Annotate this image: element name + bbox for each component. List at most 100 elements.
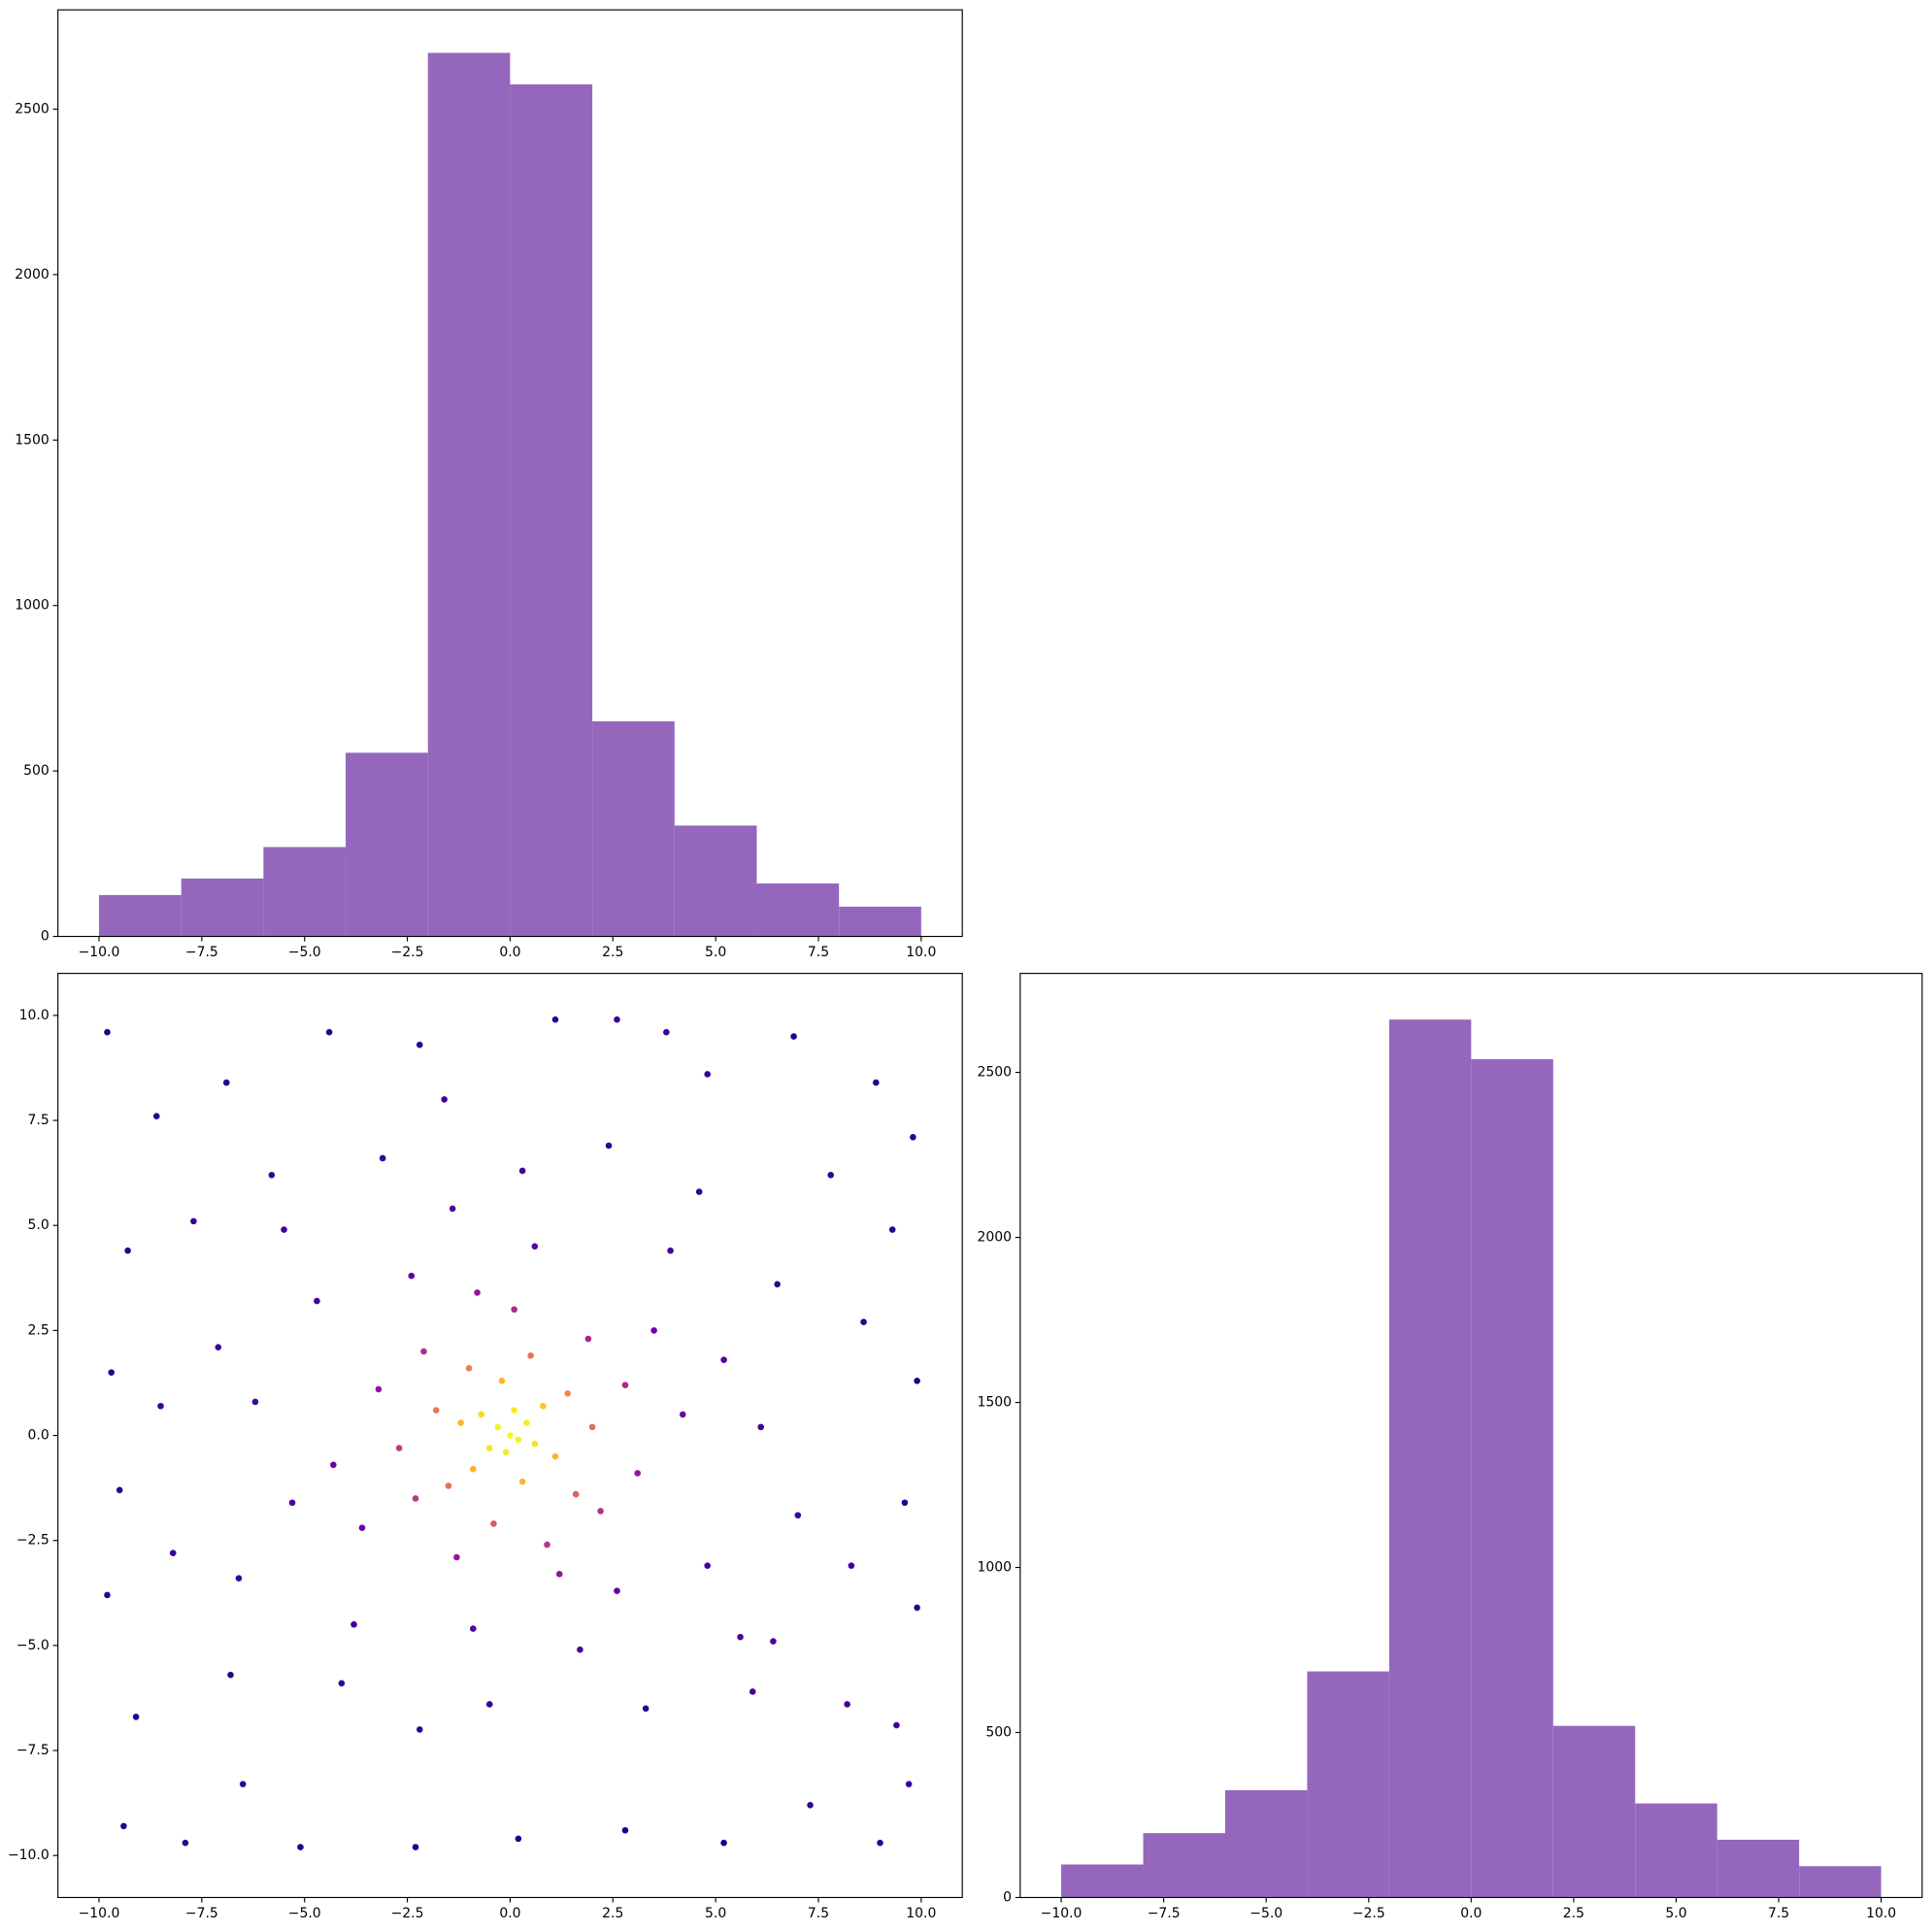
scatter-point <box>564 1389 572 1397</box>
histogram-bar <box>756 883 840 937</box>
scatter-point <box>408 1272 416 1280</box>
scatter-point <box>663 1028 670 1036</box>
x-tick-label: 10.0 <box>906 1906 936 1921</box>
scatter-point <box>124 1247 131 1254</box>
scatter-point <box>888 1226 896 1233</box>
scatter-point <box>523 1419 530 1426</box>
histogram-bar <box>181 878 264 937</box>
histogram-bar <box>839 906 921 937</box>
x-tick-label: −5.0 <box>288 945 321 960</box>
scatter-point <box>441 1096 448 1103</box>
histogram-bar <box>1552 1725 1636 1898</box>
x-tick-label: −10.0 <box>79 1906 120 1921</box>
histogram-bar <box>1799 1866 1882 1898</box>
scatter-point <box>527 1352 534 1359</box>
scatter-point <box>478 1411 485 1418</box>
scatter-point <box>518 1478 526 1485</box>
scatter-point <box>297 1844 304 1850</box>
scatter-point <box>515 1436 522 1444</box>
scatter-point <box>614 1016 620 1023</box>
histogram-bar <box>427 52 511 937</box>
x-tick-label: −7.5 <box>1148 1906 1181 1921</box>
scatter-point <box>551 1452 559 1460</box>
scatter-point <box>416 1726 423 1733</box>
scatter-point <box>757 1423 765 1431</box>
scatter-point <box>827 1171 834 1179</box>
y-tick-label: −2.5 <box>17 1533 50 1549</box>
x-tick-label: 2.5 <box>1563 1906 1584 1921</box>
scatter-point <box>914 1377 920 1384</box>
scatter-point <box>330 1461 337 1469</box>
x-tick-label: 0.0 <box>1460 1906 1482 1921</box>
scatter-point <box>531 1440 539 1448</box>
histogram-bar <box>1471 1059 1553 1898</box>
scatter-point <box>215 1344 222 1350</box>
x-tick-label: 5.0 <box>1665 1906 1686 1921</box>
scatter-point <box>474 1289 481 1296</box>
scatter-point <box>465 1365 473 1372</box>
scatter-point <box>774 1281 781 1288</box>
scatter-point <box>490 1520 497 1527</box>
histogram-bar <box>592 720 675 937</box>
histogram-bar <box>263 847 347 937</box>
scatter-point <box>544 1541 550 1549</box>
scatter-point <box>704 1562 711 1569</box>
scatter-point <box>704 1071 711 1078</box>
y-tick-label: 0 <box>1003 1889 1012 1905</box>
scatter-point <box>325 1028 333 1036</box>
scatter-point <box>848 1562 855 1569</box>
scatter-point <box>877 1839 883 1847</box>
y-tick-label: 2000 <box>977 1230 1012 1246</box>
scatter-point <box>116 1486 123 1494</box>
scatter-point <box>375 1385 383 1393</box>
scatter-point <box>379 1154 386 1162</box>
histogram-bar <box>1061 1864 1144 1898</box>
scatter-point <box>511 1306 517 1314</box>
y-tick-label: 2000 <box>15 267 50 283</box>
scatter-point <box>621 1826 629 1834</box>
histogram-bar <box>98 894 182 937</box>
scatter-point <box>288 1499 296 1507</box>
scatter-point <box>515 1835 522 1843</box>
scatter-point <box>502 1449 510 1456</box>
x-tick-label: −5.0 <box>1249 1906 1282 1921</box>
scatter-point <box>860 1318 867 1326</box>
scatter-point <box>844 1701 850 1708</box>
scatter-point <box>551 1016 559 1023</box>
scatter-point <box>614 1587 620 1594</box>
scatter-point <box>794 1512 802 1519</box>
scatter-point <box>667 1247 674 1254</box>
y-tick-label: 500 <box>985 1724 1012 1740</box>
scatter-point <box>358 1524 366 1532</box>
histogram-bar <box>1143 1833 1225 1898</box>
scatter-point <box>642 1705 650 1713</box>
scatter-point <box>621 1382 629 1388</box>
y-tick-label: 500 <box>23 763 50 779</box>
x-tick-label: 0.0 <box>499 945 520 960</box>
scatter-point <box>445 1482 452 1489</box>
scatter-point <box>338 1680 346 1687</box>
x-tick-label: −2.5 <box>391 945 424 960</box>
x-tick-label: 7.5 <box>808 945 829 960</box>
histogram-bar <box>1388 1019 1472 1898</box>
scatter-point <box>169 1549 177 1556</box>
scatter-point <box>901 1499 909 1507</box>
scatter-point <box>485 1701 493 1708</box>
x-tick-label: 10.0 <box>1866 1906 1896 1921</box>
y-tick-label: 10.0 <box>19 1008 50 1023</box>
x-tick-label: −5.0 <box>288 1906 321 1921</box>
scatter-point <box>539 1402 547 1410</box>
scatter-point <box>120 1822 127 1830</box>
scatter-point <box>790 1033 797 1040</box>
y-tick-label: −7.5 <box>17 1743 50 1758</box>
y-tick-label: 2500 <box>15 101 50 117</box>
y-tick-label: 2500 <box>977 1065 1012 1081</box>
scatter-point <box>412 1495 419 1502</box>
x-tick-label: −7.5 <box>185 1906 218 1921</box>
histogram-bar <box>346 752 428 937</box>
scatter-point <box>914 1604 920 1612</box>
scatter-point <box>420 1348 427 1355</box>
scatter-point <box>634 1470 641 1477</box>
